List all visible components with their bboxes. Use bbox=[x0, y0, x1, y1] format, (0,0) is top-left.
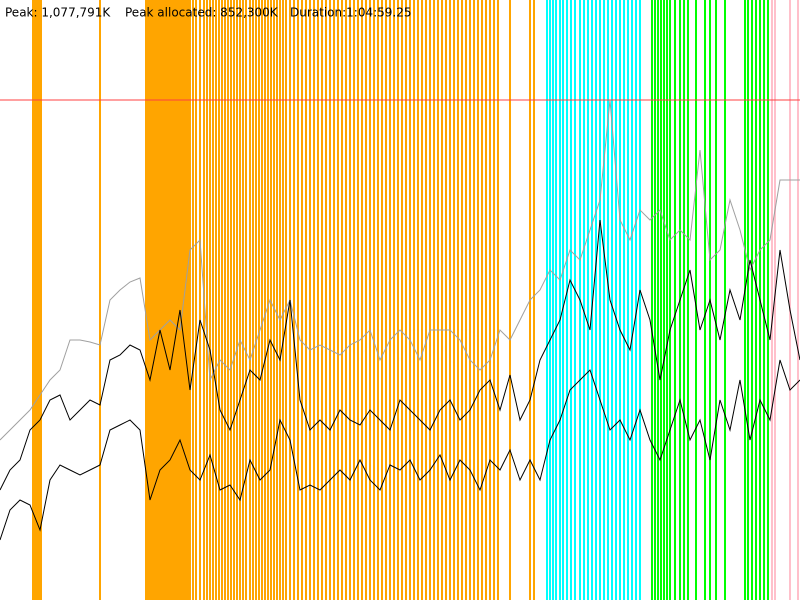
heap-line bbox=[0, 359, 800, 541]
heap-line bbox=[0, 99, 800, 441]
peak-allocated-label: Peak allocated: 852,300K bbox=[125, 6, 279, 20]
peak-label: Peak: 1,077,791K bbox=[5, 6, 111, 20]
duration-label: Duration:1:04:59.25 bbox=[290, 6, 412, 20]
heap-line bbox=[0, 219, 800, 491]
